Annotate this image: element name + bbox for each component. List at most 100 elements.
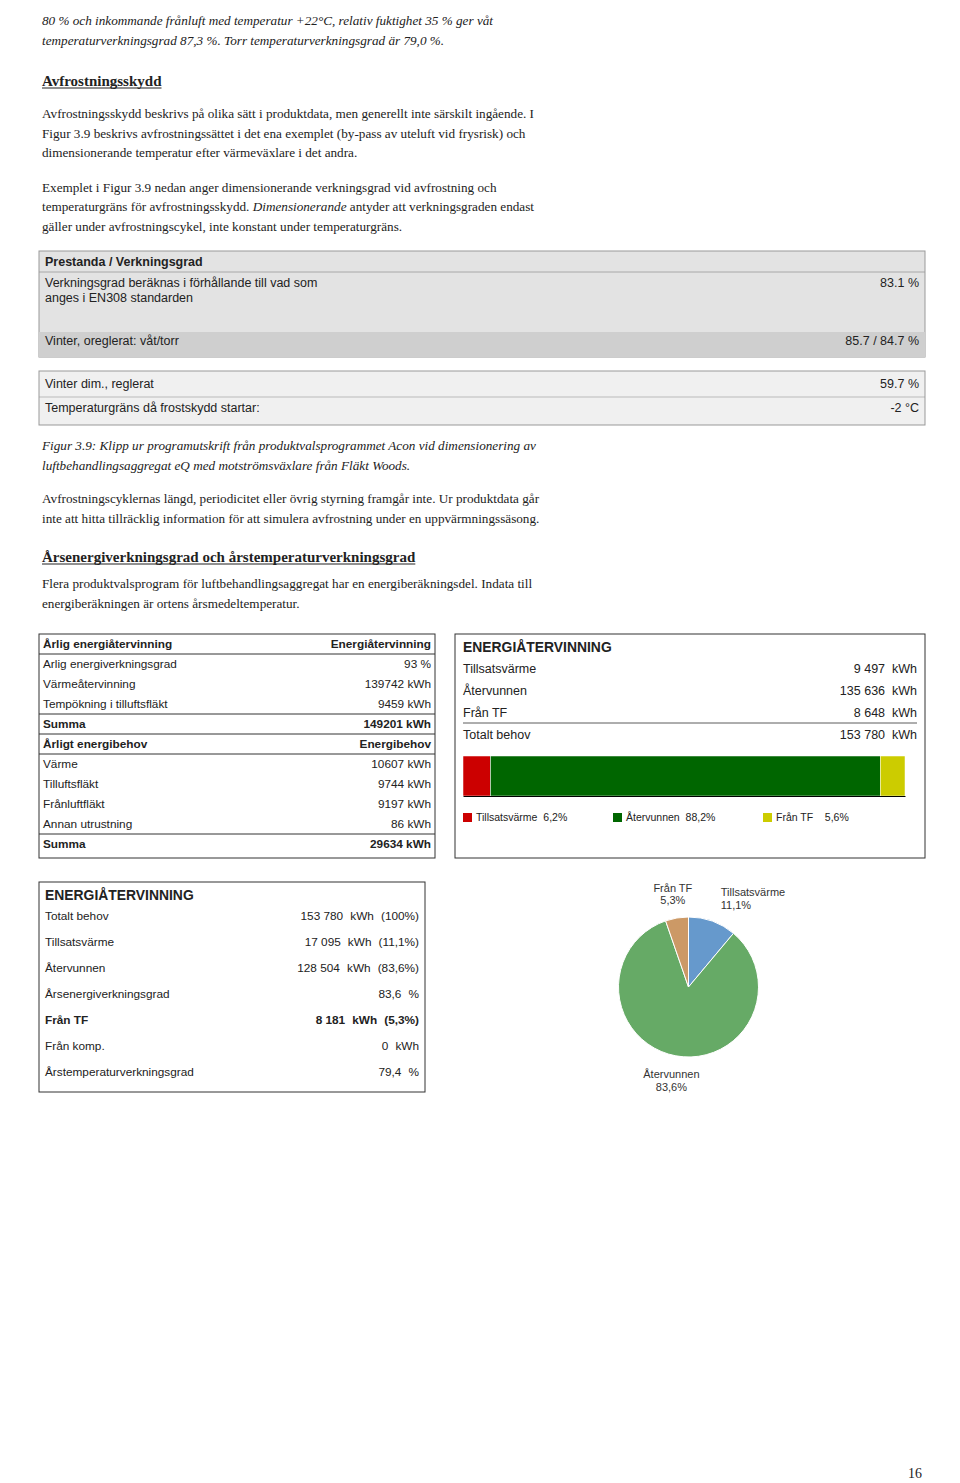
- box-label: Vinter, oreglerat: våt/torr: [45, 334, 179, 348]
- pie-label: Tillsatsvärme11,1%: [721, 886, 785, 911]
- table: [39, 634, 435, 858]
- box-separator: [39, 272, 925, 273]
- chart-box: [39, 882, 425, 1092]
- value-part: 83,6: [378, 987, 401, 1001]
- box-value: 135 636 kWh: [840, 684, 917, 698]
- box-label: Från TF: [45, 1013, 88, 1027]
- table-total: 29634 kWh: [370, 837, 431, 851]
- table-total: Summa: [43, 837, 86, 851]
- box-value: 8 648 kWh: [854, 706, 917, 720]
- caption-line: luftbehandlingsaggregat eQ med motströms…: [42, 458, 410, 473]
- pie-label-category: Tillsatsvärme: [721, 886, 785, 898]
- value-part: 0: [382, 1039, 389, 1053]
- paragraph-line: dimensionerande temperatur efter värmevä…: [42, 145, 357, 160]
- legend-swatch: [463, 813, 472, 822]
- table-label: Värme: [43, 757, 78, 771]
- box-label: anges i EN308 standarden: [45, 291, 193, 305]
- value-part: 128 504: [297, 961, 340, 975]
- box-label: Årsenergiverkningsgrad: [45, 987, 170, 1001]
- paragraph-line: Exemplet i Figur 3.9 nedan anger dimensi…: [42, 180, 497, 195]
- value-part: (100%): [381, 909, 419, 923]
- box-label: Återvunnen: [463, 683, 527, 698]
- table-rule: [39, 654, 435, 655]
- page: 80 % och inkommande frånluft med tempera…: [0, 0, 960, 1483]
- bar-segment: [463, 756, 490, 796]
- value-part: (83,6%): [378, 961, 419, 975]
- paragraph-line: Flera produktvalsprogram för luftbehandl…: [42, 576, 532, 591]
- chart-title: ENERGIÅTERVINNING: [463, 639, 612, 655]
- box-value: 128 504 kWh (83,6%): [297, 961, 419, 975]
- box-value: 85.7 / 84.7 %: [845, 334, 919, 348]
- bar-segment: [880, 756, 905, 796]
- value-part: %: [409, 1065, 420, 1079]
- paragraph-line: energiberäkningen är ortens årsmedeltemp…: [42, 596, 300, 611]
- box-label: Tillsatsvärme: [463, 662, 536, 676]
- box-label: Tillsatsvärme: [45, 935, 114, 949]
- info-box-band: [39, 332, 925, 357]
- box-value: 79,4%: [378, 1065, 419, 1079]
- caption-line: Figur 3.9: Klipp ur programutskrift från…: [41, 438, 536, 453]
- value-part: kWh: [348, 935, 372, 949]
- text-run: temperaturgräns för avfrostningsskydd.: [42, 199, 253, 214]
- chart-title: ENERGIÅTERVINNING: [45, 887, 194, 903]
- box-separator: [39, 397, 925, 398]
- box-title: Prestanda / Verkningsgrad: [45, 255, 203, 269]
- box-rule: [463, 723, 917, 724]
- table-rule: [39, 734, 435, 735]
- legend-label: Tillsatsvärme 6,2%: [476, 811, 567, 823]
- box-label: Totalt behov: [45, 909, 109, 923]
- pie-label: Återvunnen83,6%: [643, 1068, 699, 1093]
- table-rule: [39, 754, 435, 755]
- box-label: Vinter dim., reglerat: [45, 377, 154, 391]
- value-part: 8 181: [316, 1013, 346, 1027]
- value-part: 79,4: [378, 1065, 401, 1079]
- intro-line: 80 % och inkommande frånluft med tempera…: [42, 13, 493, 28]
- table-label: Annan utrustning: [43, 817, 132, 831]
- value-part: kWh: [347, 961, 371, 975]
- pie: Tillsatsvärme11,1% Återvunnen83,6% Från TF…: [619, 882, 786, 1093]
- box-value: 83,6%: [378, 987, 419, 1001]
- intro-line: temperaturverkningsgrad 87,3 %. Torr tem…: [42, 33, 444, 48]
- box-label: Verkningsgrad beräknas i förhållande til…: [45, 276, 317, 290]
- table-value: 9197 kWh: [378, 797, 431, 811]
- table-value: 86 kWh: [391, 817, 431, 831]
- paragraph-line: temperaturgräns för avfrostningsskydd. D…: [42, 199, 534, 214]
- pie-label-value: 83,6%: [656, 1081, 687, 1093]
- info-box: [39, 251, 925, 357]
- chart-box: [455, 634, 925, 858]
- box-value: 83.1 %: [880, 276, 919, 290]
- x-axis: [464, 796, 906, 797]
- box-label: Från komp.: [45, 1039, 105, 1053]
- emphasis: Dimensionerande: [252, 199, 347, 214]
- heading-underline: [42, 87, 162, 88]
- legend-swatch: [763, 813, 772, 822]
- value-part: kWh: [350, 909, 374, 923]
- pie-label-value: 5,3%: [660, 894, 685, 906]
- box-value: 8 181 kWh (5,3%): [316, 1013, 419, 1027]
- value-part: (11,1%): [379, 935, 420, 949]
- value-part: kWh: [352, 1013, 377, 1027]
- box-value: 153 780kWh(100%): [301, 909, 420, 923]
- heading-underline: [42, 563, 415, 564]
- pie-label-category: Från TF: [653, 882, 692, 894]
- table-value: 9459 kWh: [378, 697, 431, 711]
- value-part: kWh: [395, 1039, 419, 1053]
- table-label: Värmeåtervinning: [43, 677, 135, 691]
- axis-line: [464, 796, 906, 797]
- page-number: 16: [908, 1466, 922, 1481]
- value-part: (5,3%): [384, 1013, 419, 1027]
- table-header: Årligt energibehov: [43, 737, 148, 751]
- table-label: Frånluftfläkt: [43, 797, 105, 811]
- table-rule: [39, 714, 435, 715]
- heading: Avfrostningsskydd: [42, 73, 162, 89]
- box-value: 0 kWh: [382, 1039, 419, 1053]
- box-value: 17 095kWh(11,1%): [305, 935, 419, 949]
- info-box: [39, 371, 925, 425]
- table-header: Årlig energiåtervinning: [43, 637, 172, 651]
- table-label: Arlig energiverkningsgrad: [43, 657, 177, 671]
- legend-label: Återvunnen 88,2%: [626, 811, 715, 823]
- table-value: 10607 kWh: [371, 757, 431, 771]
- paragraph-line: inte att hitta tillräcklig information f…: [42, 511, 539, 526]
- table-value: 93 %: [404, 657, 431, 671]
- pie-slice: [666, 917, 689, 987]
